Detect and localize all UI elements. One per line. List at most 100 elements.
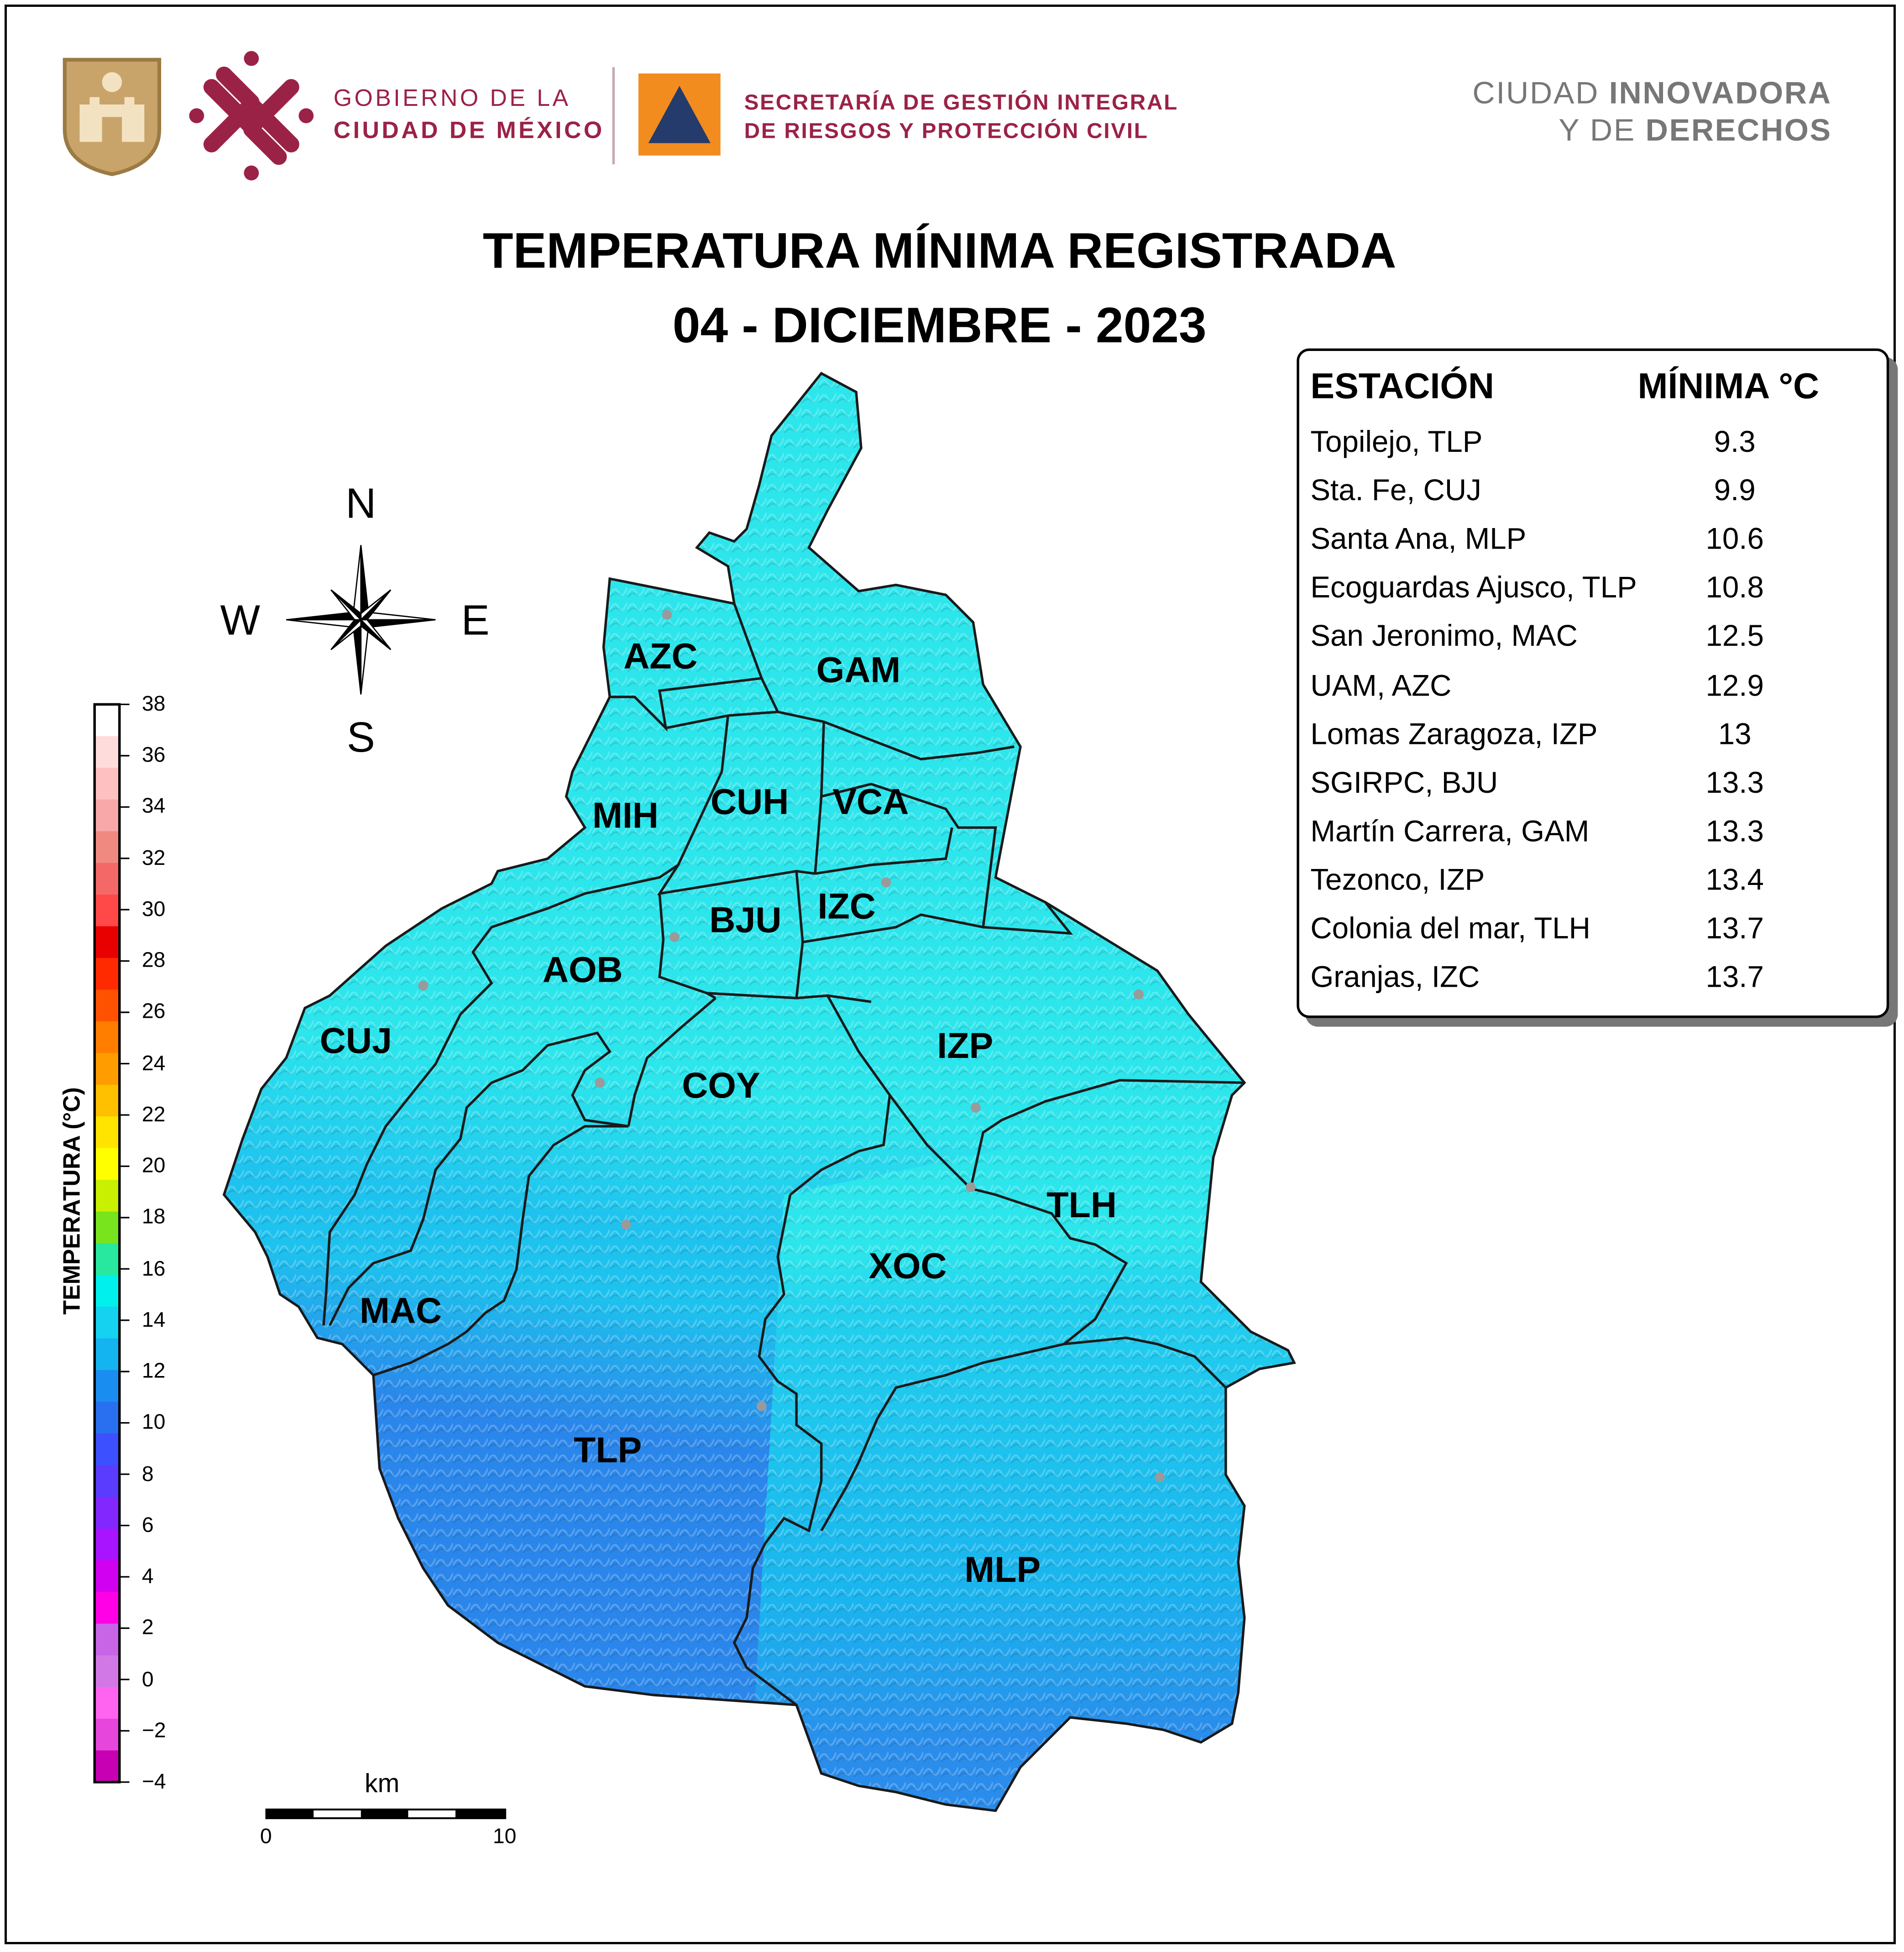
colorbar-tick-label: 4 bbox=[141, 1564, 154, 1588]
colorbar-tick-label: 28 bbox=[141, 948, 166, 973]
slogan-line2-light: Y DE bbox=[1559, 113, 1646, 148]
colorbar-segment bbox=[94, 1021, 120, 1054]
map-frame bbox=[5, 5, 1896, 1944]
colorbar-segment bbox=[94, 1084, 120, 1117]
cdmx-government-logo-symbol bbox=[189, 51, 314, 181]
colorbar-segment bbox=[94, 1592, 120, 1625]
agency-name-line1: SECRETARÍA DE GESTIÓN INTEGRAL bbox=[744, 89, 1179, 115]
colorbar-tick-label: 24 bbox=[141, 1051, 166, 1075]
colorbar-segment bbox=[94, 926, 120, 959]
station-min-temp: 9.9 bbox=[1714, 474, 1756, 508]
station-row: Granjas, IZC 13.7 bbox=[1310, 961, 1870, 1009]
station-name: San Jeronimo, MAC bbox=[1310, 620, 1578, 654]
compass-east-label: E bbox=[461, 597, 490, 645]
colorbar-segment bbox=[94, 831, 120, 864]
colorbar-segment bbox=[94, 1718, 120, 1751]
colorbar-segment bbox=[94, 1433, 120, 1466]
colorbar-tick-label: −2 bbox=[141, 1718, 166, 1742]
alcaldia-label-cuh: CUH bbox=[711, 783, 789, 823]
slogan-line1: CIUDAD INNOVADORA bbox=[1444, 75, 1832, 114]
compass-rose-icon bbox=[286, 545, 436, 695]
colorbar-tick-label: 18 bbox=[141, 1205, 166, 1229]
alcaldia-label-mih: MIH bbox=[592, 796, 659, 837]
map-title: TEMPERATURA MÍNIMA REGISTRADA bbox=[482, 224, 1397, 279]
slogan-line2: Y DE DERECHOS bbox=[1444, 112, 1832, 151]
alcaldia-boundaries bbox=[322, 603, 1245, 1706]
gov-name-line1: GOBIERNO DE LA bbox=[333, 86, 571, 112]
colorbar-tick-label: 34 bbox=[141, 794, 166, 818]
colorbar-tick-label: 16 bbox=[141, 1256, 166, 1280]
map-date: 04 - DICIEMBRE - 2023 bbox=[672, 298, 1207, 354]
station-min-temp: 10.6 bbox=[1705, 523, 1764, 557]
station-marker-gam bbox=[881, 877, 891, 888]
station-min-temp: 13.7 bbox=[1705, 912, 1764, 946]
colorbar-segment bbox=[94, 799, 120, 832]
colorbar-segment bbox=[94, 1497, 120, 1529]
station-name: Sta. Fe, CUJ bbox=[1310, 474, 1481, 508]
station-name: Topilejo, TLP bbox=[1310, 425, 1483, 460]
colorbar-segment bbox=[94, 1243, 120, 1276]
colorbar-segment bbox=[94, 1370, 120, 1403]
colorbar-tick-label: 12 bbox=[141, 1359, 166, 1383]
alcaldia-label-aob: AOB bbox=[542, 951, 623, 991]
slogan-line1-light: CIUDAD bbox=[1472, 76, 1609, 111]
colorbar-tick-label: 22 bbox=[141, 1102, 166, 1126]
compass-west-label: W bbox=[220, 597, 261, 645]
scalebar-unit: km bbox=[364, 1769, 400, 1799]
alcaldia-label-bju: BJU bbox=[709, 901, 782, 941]
scalebar bbox=[265, 1808, 507, 1819]
station-name: Colonia del mar, TLH bbox=[1310, 912, 1590, 946]
header-divider bbox=[612, 67, 615, 164]
colorbar-tick-label: 20 bbox=[141, 1154, 166, 1177]
compass-north-label: N bbox=[345, 480, 377, 528]
station-marker-tlh bbox=[965, 1182, 976, 1193]
colorbar-tick-label: 26 bbox=[141, 1000, 166, 1024]
station-marker-izp-tezonco bbox=[970, 1102, 981, 1113]
colorbar-segment bbox=[94, 768, 120, 801]
colorbar-segment bbox=[94, 1750, 120, 1783]
station-min-temp: 10.8 bbox=[1705, 571, 1764, 606]
alcaldia-label-mac: MAC bbox=[360, 1292, 442, 1332]
station-row: SGIRPC, BJU 13.3 bbox=[1310, 766, 1870, 815]
station-marker-mlp bbox=[1155, 1472, 1165, 1482]
colorbar-segment bbox=[94, 1116, 120, 1149]
station-min-temp: 13.4 bbox=[1705, 863, 1764, 897]
station-min-temp: 13.7 bbox=[1705, 961, 1764, 994]
station-min-temp: 12.5 bbox=[1705, 620, 1764, 654]
colorbar-segment bbox=[94, 1528, 120, 1561]
alcaldia-label-izp: IZP bbox=[937, 1026, 994, 1067]
station-name: Martín Carrera, GAM bbox=[1310, 815, 1590, 849]
station-row: Santa Ana, MLP 10.6 bbox=[1310, 523, 1870, 571]
station-column-header: ESTACIÓN bbox=[1310, 367, 1495, 407]
colorbar-segment bbox=[94, 1655, 120, 1688]
colorbar-segment bbox=[94, 1465, 120, 1498]
station-row: Topilejo, TLP 9.3 bbox=[1310, 426, 1870, 474]
alcaldia-label-izc: IZC bbox=[817, 887, 876, 927]
station-name: Ecoguardas Ajusco, TLP bbox=[1310, 571, 1637, 606]
station-row: Martín Carrera, GAM 13.3 bbox=[1310, 815, 1870, 863]
station-table bbox=[1297, 348, 1889, 1018]
agency-name-line2: DE RIESGOS Y PROTECCIÓN CIVIL bbox=[744, 118, 1149, 143]
station-row: San Jeronimo, MAC 12.5 bbox=[1310, 620, 1870, 669]
station-min-temp: 13 bbox=[1718, 717, 1752, 751]
colorbar-tick-label: 30 bbox=[141, 897, 166, 921]
temperature-colorbar bbox=[93, 703, 130, 1784]
alcaldia-label-xoc: XOC bbox=[868, 1247, 947, 1287]
station-min-temp: 13.3 bbox=[1705, 815, 1764, 849]
colorbar-tick-label: 32 bbox=[141, 846, 166, 870]
colorbar-tick-label: 6 bbox=[141, 1513, 154, 1537]
alcaldia-label-azc: AZC bbox=[623, 637, 698, 677]
station-row: Colonia del mar, TLH 13.7 bbox=[1310, 912, 1870, 961]
colorbar-segment bbox=[94, 1402, 120, 1434]
station-row: Sta. Fe, CUJ 9.9 bbox=[1310, 474, 1870, 523]
station-min-temp: 9.3 bbox=[1714, 425, 1756, 460]
colorbar-title: TEMPERATURA (°C) bbox=[59, 1087, 86, 1315]
alcaldia-label-gam: GAM bbox=[816, 651, 901, 691]
alcaldia-label-cuj: CUJ bbox=[319, 1021, 392, 1062]
colorbar-tick-label: 0 bbox=[141, 1667, 154, 1691]
station-name: Tezonco, IZP bbox=[1310, 863, 1485, 897]
cdmx-coat-of-arms-logo bbox=[63, 58, 162, 176]
colorbar-segment bbox=[94, 989, 120, 1022]
civil-protection-logo bbox=[638, 73, 721, 156]
